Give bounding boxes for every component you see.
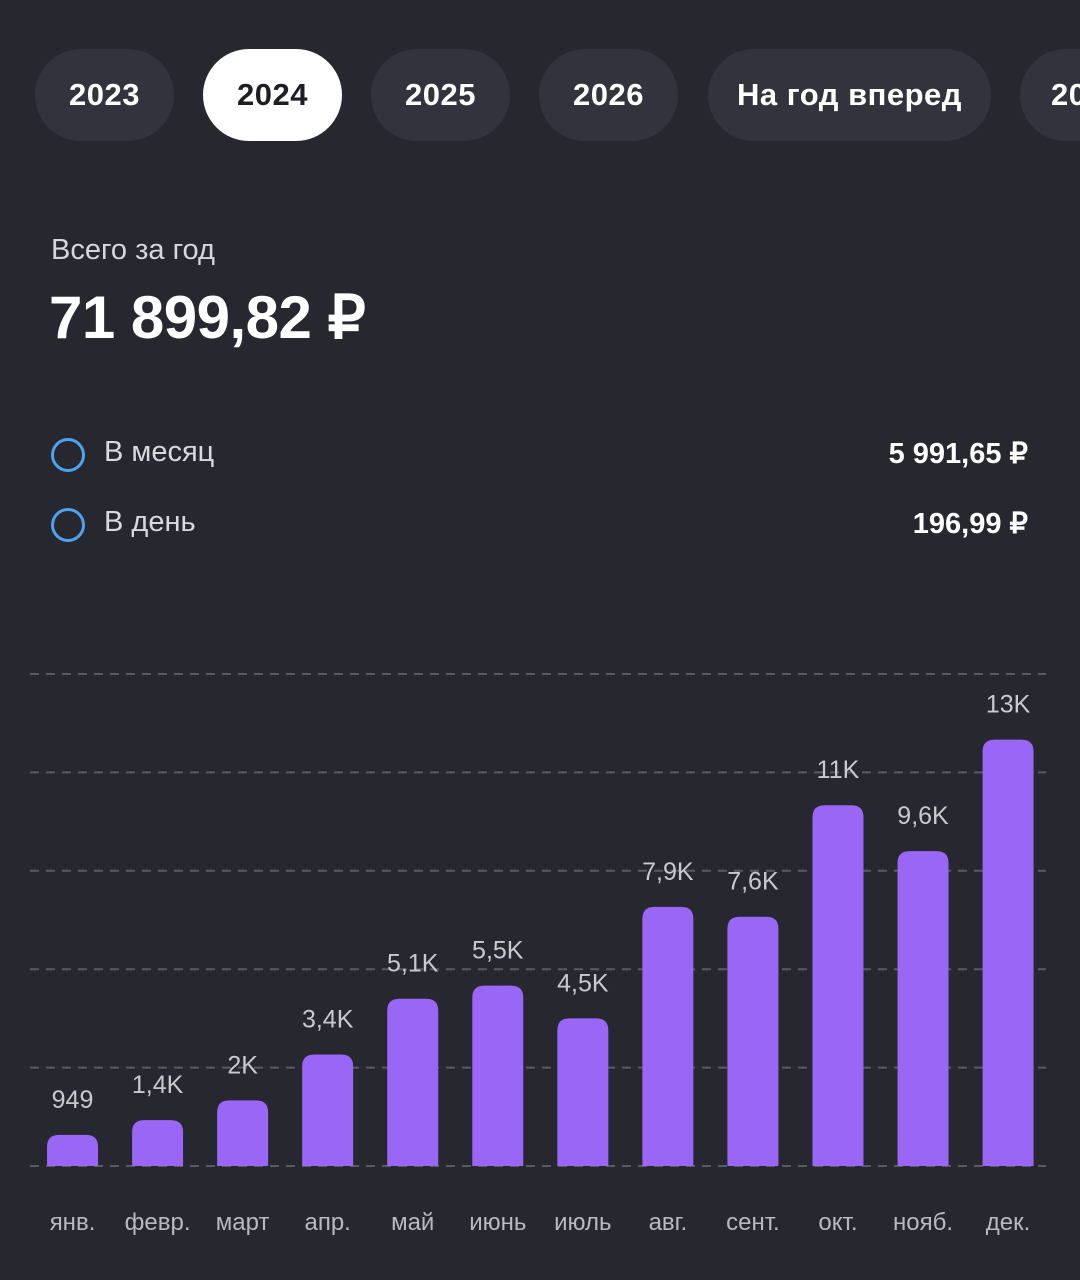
bar-value-label: 7,9K — [642, 858, 694, 886]
chart-bar[interactable] — [557, 1018, 609, 1166]
circle-icon — [51, 438, 85, 472]
month-tick-label: окт. — [818, 1209, 857, 1236]
chart-bar[interactable] — [727, 916, 779, 1166]
bar-value-label: 13K — [986, 691, 1031, 719]
month-tick-label: сент. — [726, 1209, 780, 1236]
total-value: 71 899,82 ₽ — [49, 284, 366, 351]
circle-icon — [51, 508, 85, 542]
chart-bar[interactable] — [47, 1134, 99, 1166]
month-tick-label: июнь — [469, 1209, 526, 1236]
per-day-row: В день 196,99 ₽ — [51, 506, 1028, 546]
tab-2024[interactable]: 2024 — [203, 49, 342, 141]
chart-bar[interactable] — [217, 1100, 269, 1166]
chart-bar[interactable] — [642, 906, 694, 1166]
tab-partial[interactable]: 20 — [1020, 49, 1080, 141]
chart-bar[interactable] — [982, 739, 1034, 1166]
chart-svg: 949 янв. 1,4K февр. 2K март 3,4K апр. 5,1K май 5,5… — [30, 673, 1046, 1236]
chart-bar[interactable] — [302, 1054, 354, 1166]
bar-value-label: 949 — [52, 1086, 94, 1114]
month-tick-label: март — [216, 1209, 270, 1236]
per-month-row: В месяц 5 991,65 ₽ — [51, 436, 1028, 476]
per-day-value: 196,99 ₽ — [912, 508, 1028, 540]
bar-value-label: 4,5K — [557, 969, 609, 997]
month-tick-label: февр. — [125, 1209, 191, 1236]
month-tick-label: май — [391, 1209, 434, 1236]
bar-value-label: 2K — [227, 1051, 258, 1079]
total-label: Всего за год — [51, 234, 215, 266]
tab-2026[interactable]: 2026 — [539, 49, 678, 141]
per-day-label: В день — [104, 506, 196, 538]
month-tick-label: нояб. — [893, 1209, 953, 1236]
per-month-value: 5 991,65 ₽ — [888, 438, 1028, 470]
tab-2023[interactable]: 2023 — [35, 49, 174, 141]
chart-bar[interactable] — [387, 998, 439, 1166]
month-tick-label: дек. — [986, 1209, 1031, 1236]
bar-value-label: 1,4K — [132, 1071, 184, 1099]
chart-bar[interactable] — [812, 805, 864, 1166]
bar-value-label: 3,4K — [302, 1005, 354, 1033]
bar-value-label: 9,6K — [897, 802, 949, 830]
per-month-label: В месяц — [104, 436, 215, 468]
month-tick-label: янв. — [50, 1209, 96, 1236]
bar-value-label: 7,6K — [727, 868, 779, 896]
bar-value-label: 5,5K — [472, 937, 524, 965]
tab-2025[interactable]: 2025 — [371, 49, 510, 141]
chart-bar[interactable] — [132, 1120, 184, 1166]
bar-value-label: 5,1K — [387, 950, 439, 978]
month-tick-label: апр. — [304, 1209, 350, 1236]
chart-bar[interactable] — [897, 851, 949, 1166]
chart-bar[interactable] — [472, 985, 524, 1166]
monthly-bar-chart: 949 янв. 1,4K февр. 2K март 3,4K апр. 5,1K май 5,5… — [0, 640, 1080, 1260]
bar-value-label: 11K — [817, 756, 860, 784]
month-tick-label: июль — [554, 1209, 611, 1236]
tab-year-ahead[interactable]: На год вперед — [708, 49, 991, 141]
month-tick-label: авг. — [649, 1209, 688, 1236]
